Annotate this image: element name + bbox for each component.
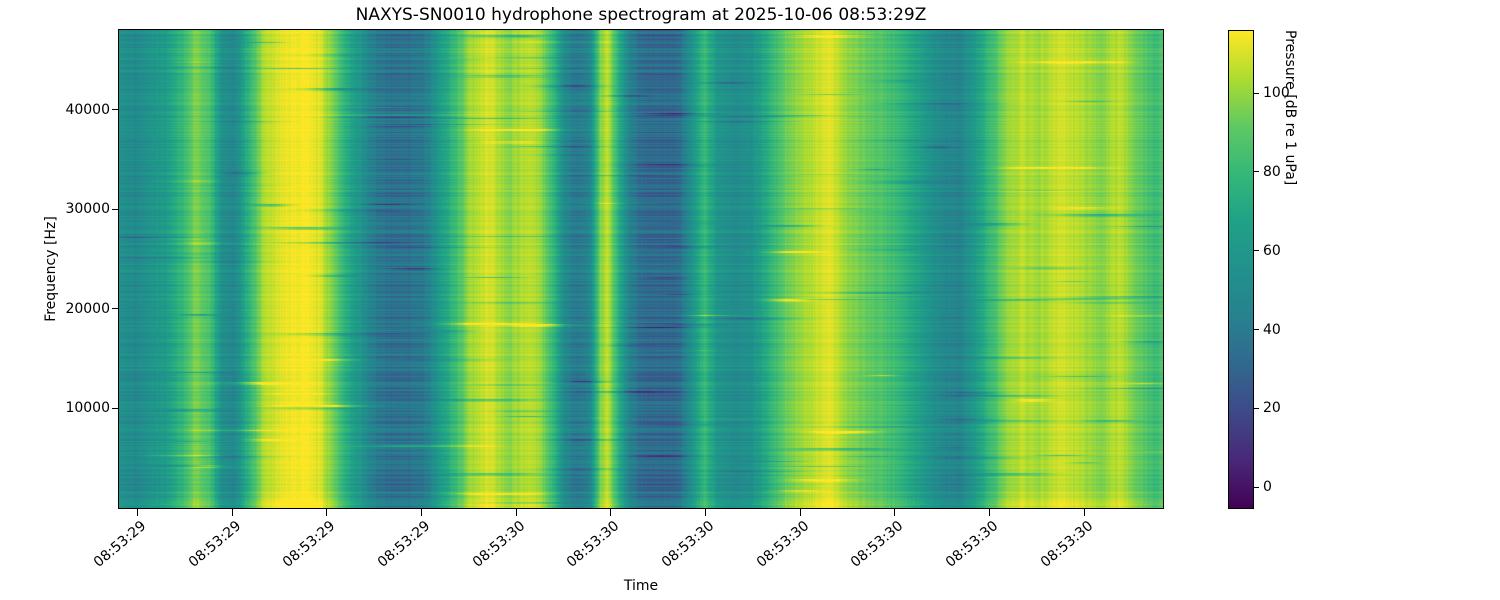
- x-tick-mark: [894, 509, 896, 516]
- y-tick-mark: [112, 109, 119, 111]
- x-tick-mark: [705, 509, 707, 516]
- y-tick-mark: [112, 308, 119, 310]
- colorbar-tick-label: 40: [1263, 321, 1281, 338]
- colorbar-tick-mark: [1254, 486, 1259, 488]
- x-tick-mark: [136, 509, 138, 516]
- y-tick-label: 30000: [65, 201, 110, 218]
- colorbar: [1228, 30, 1254, 509]
- x-tick-mark: [231, 509, 233, 516]
- colorbar-tick-mark: [1254, 171, 1259, 173]
- colorbar-tick-mark: [1254, 407, 1259, 409]
- y-tick-label: 40000: [65, 101, 110, 118]
- x-tick-mark: [1083, 509, 1085, 516]
- y-tick-label: 10000: [65, 400, 110, 417]
- colorbar-tick-label: 0: [1263, 479, 1272, 496]
- chart-title: NAXYS-SN0010 hydrophone spectrogram at 2…: [355, 5, 927, 25]
- x-tick-mark: [515, 509, 517, 516]
- colorbar-tick-label: 80: [1263, 163, 1281, 180]
- colorbar-label: Pressure [dB re 1 uPa]: [1282, 30, 1298, 186]
- colorbar-tick-label: 100: [1263, 85, 1290, 102]
- y-tick-mark: [112, 407, 119, 409]
- plot-area: [118, 29, 1164, 509]
- colorbar-tick-label: 60: [1263, 242, 1281, 259]
- colorbar-tick-mark: [1254, 250, 1259, 252]
- x-tick-mark: [989, 509, 991, 516]
- y-axis-label: Frequency [Hz]: [43, 216, 59, 322]
- x-tick-mark: [326, 509, 328, 516]
- y-tick-label: 20000: [65, 300, 110, 317]
- x-tick-mark: [610, 509, 612, 516]
- spectrogram-heatmap: [119, 30, 1163, 508]
- colorbar-tick-label: 20: [1263, 400, 1281, 417]
- colorbar-tick-mark: [1254, 92, 1259, 94]
- colorbar-tick-mark: [1254, 329, 1259, 331]
- y-tick-mark: [112, 208, 119, 210]
- x-tick-mark: [421, 509, 423, 516]
- x-axis-label: Time: [623, 578, 659, 594]
- x-tick-mark: [799, 509, 801, 516]
